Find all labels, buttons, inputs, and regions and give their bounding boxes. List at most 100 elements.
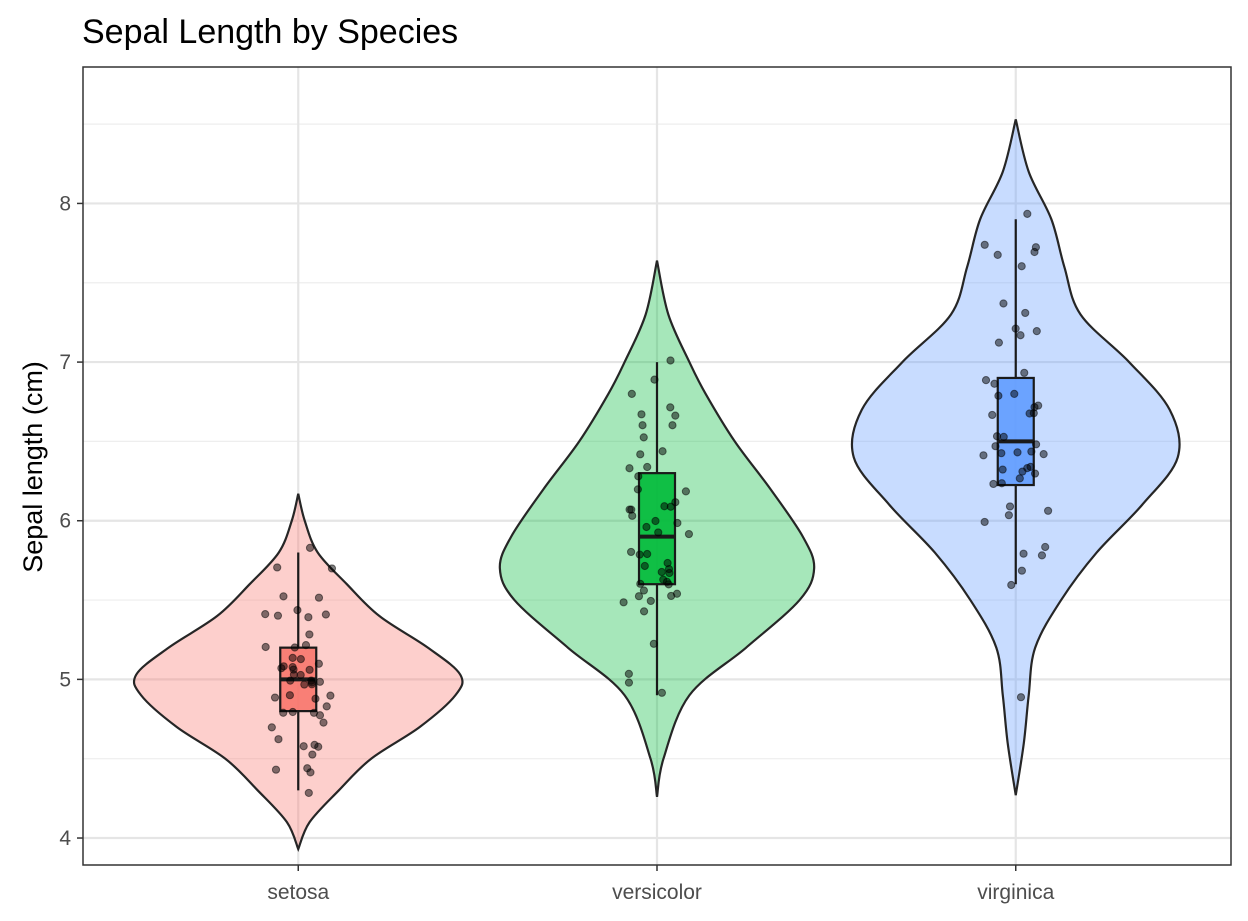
- data-point-versicolor: [681, 487, 690, 496]
- data-point-setosa: [314, 742, 323, 751]
- data-point-versicolor: [619, 598, 628, 607]
- data-point-virginica: [993, 250, 1002, 259]
- data-point-setosa: [327, 564, 337, 573]
- data-point-virginica: [994, 391, 1003, 400]
- data-point-versicolor: [650, 375, 659, 384]
- data-point-versicolor: [671, 411, 680, 420]
- data-point-virginica: [991, 442, 1000, 451]
- data-point-versicolor: [637, 410, 646, 419]
- x-tick-label-virginica: virginica: [977, 881, 1054, 904]
- data-point-virginica: [1017, 262, 1026, 271]
- data-point-setosa: [270, 693, 280, 702]
- data-point-versicolor: [666, 403, 675, 412]
- data-point-setosa: [279, 708, 288, 717]
- data-point-setosa: [288, 662, 297, 672]
- data-point-versicolor: [666, 502, 675, 511]
- data-point-virginica: [1029, 409, 1038, 418]
- data-point-setosa: [286, 676, 295, 685]
- data-point-setosa: [304, 613, 313, 622]
- data-point-virginica: [1011, 324, 1020, 333]
- data-point-setosa: [271, 765, 281, 774]
- data-point-setosa: [311, 694, 320, 703]
- data-point-versicolor: [633, 485, 642, 494]
- data-point-versicolor: [634, 592, 644, 601]
- data-point-versicolor: [673, 518, 682, 528]
- data-point-setosa: [314, 659, 323, 668]
- data-point-versicolor: [627, 505, 636, 514]
- data-point-versicolor: [635, 550, 644, 559]
- data-point-setosa: [273, 563, 282, 572]
- data-point-virginica: [1041, 542, 1050, 552]
- data-point-versicolor: [654, 528, 663, 537]
- data-point-setosa: [299, 742, 308, 751]
- data-point-versicolor: [639, 607, 649, 616]
- data-point-setosa: [261, 642, 270, 652]
- data-point-virginica: [1039, 450, 1048, 459]
- data-point-versicolor: [651, 516, 660, 526]
- data-point-versicolor: [657, 567, 666, 577]
- data-point-virginica: [1031, 440, 1041, 449]
- data-point-setosa: [307, 678, 316, 687]
- data-point-virginica: [979, 451, 988, 460]
- data-point-virginica: [980, 240, 989, 249]
- data-point-virginica: [1010, 389, 1019, 398]
- data-point-setosa: [296, 670, 305, 680]
- data-point-setosa: [315, 711, 325, 720]
- data-point-versicolor: [639, 433, 648, 442]
- data-point-setosa: [308, 750, 317, 759]
- data-point-virginica: [1043, 506, 1053, 515]
- data-point-virginica: [1016, 693, 1026, 702]
- data-point-setosa: [304, 788, 313, 798]
- data-point-virginica: [1016, 331, 1025, 340]
- data-point-virginica: [999, 299, 1008, 308]
- data-point-virginica: [997, 449, 1006, 458]
- data-point-versicolor: [625, 464, 634, 473]
- data-point-virginica: [1017, 566, 1027, 575]
- data-point-virginica: [1027, 447, 1036, 456]
- data-point-virginica: [1030, 469, 1040, 478]
- data-point-setosa: [285, 691, 294, 700]
- data-point-setosa: [314, 593, 324, 602]
- y-tick-label: 5: [59, 668, 71, 691]
- data-point-virginica: [992, 432, 1002, 441]
- data-point-virginica: [1004, 511, 1013, 520]
- data-point-versicolor: [684, 529, 694, 539]
- data-point-setosa: [322, 702, 331, 711]
- data-point-setosa: [306, 768, 315, 777]
- data-point-setosa: [261, 610, 270, 619]
- data-point-setosa: [305, 665, 314, 674]
- data-point-versicolor: [643, 462, 652, 472]
- data-point-versicolor: [643, 549, 652, 559]
- data-point-versicolor: [657, 688, 667, 697]
- data-point-setosa: [321, 610, 330, 619]
- data-point-versicolor: [642, 522, 651, 532]
- data-point-versicolor: [640, 561, 649, 571]
- data-point-virginica: [1037, 551, 1047, 560]
- y-axis-title: Sepal length (cm): [18, 361, 48, 573]
- data-point-versicolor: [646, 596, 655, 606]
- jitter-points: [261, 209, 1053, 798]
- data-point-virginica: [1013, 448, 1022, 457]
- data-point-setosa: [279, 592, 288, 601]
- data-point-setosa: [279, 662, 288, 671]
- data-point-virginica: [990, 379, 999, 388]
- data-point-setosa: [293, 606, 302, 615]
- data-point-setosa: [301, 641, 311, 650]
- data-point-setosa: [319, 718, 328, 727]
- data-point-virginica: [1005, 502, 1015, 511]
- data-point-virginica: [994, 338, 1004, 347]
- axes: 4 5 6 7 8 setosa versicolor virginica: [59, 192, 1054, 904]
- data-point-virginica: [998, 465, 1007, 474]
- data-point-versicolor: [627, 389, 636, 398]
- data-point-versicolor: [634, 472, 643, 481]
- data-point-setosa: [315, 677, 325, 686]
- data-point-virginica: [1034, 401, 1043, 410]
- data-point-virginica: [1020, 368, 1029, 377]
- data-point-setosa: [300, 680, 309, 689]
- data-point-setosa: [290, 643, 299, 652]
- data-point-virginica: [997, 479, 1006, 488]
- y-tick-label: 6: [59, 510, 71, 533]
- data-point-versicolor: [626, 547, 636, 557]
- y-tick-label: 4: [59, 827, 71, 850]
